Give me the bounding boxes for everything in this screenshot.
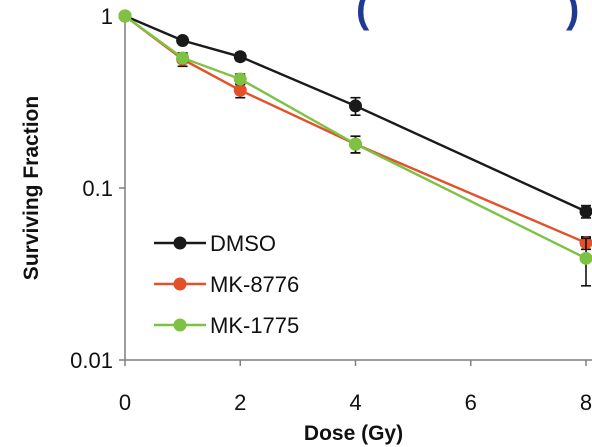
data-point xyxy=(118,9,132,23)
series-mk-8776 xyxy=(118,9,592,251)
series-mk-1775 xyxy=(118,9,592,287)
banner-open-paren: ( xyxy=(356,0,370,31)
data-point xyxy=(233,50,247,64)
tick-labels: 1 0.1 0.010 2 4 6 8 xyxy=(70,4,592,415)
legend-label: DMSO xyxy=(210,231,276,256)
series-group xyxy=(118,9,592,287)
y-tick-label: 0.1 xyxy=(82,176,113,201)
data-point xyxy=(176,51,190,65)
legend-item-dmso: DMSO xyxy=(154,231,276,256)
data-point xyxy=(349,99,362,113)
axes xyxy=(119,12,592,366)
x-tick-label: 2 xyxy=(234,390,246,415)
data-point xyxy=(579,205,592,219)
legend-label: MK-1775 xyxy=(210,313,299,338)
legend-label: MK-8776 xyxy=(210,272,299,297)
data-point xyxy=(349,137,362,151)
legend-item-mk-1775: MK-1775 xyxy=(154,313,299,338)
y-tick-label: 1 xyxy=(101,4,113,29)
x-tick-label: 8 xyxy=(580,390,592,415)
data-point xyxy=(233,83,247,97)
x-axis-title: Dose (Gy) xyxy=(304,422,403,445)
y-tick-label: 0.01 xyxy=(70,348,113,373)
x-tick-label: 6 xyxy=(465,390,477,415)
legend: DMSO MK-8776 MK-1775 xyxy=(154,231,299,338)
legend-marker xyxy=(173,318,187,332)
legend-item-mk-8776: MK-8776 xyxy=(154,272,299,297)
data-point xyxy=(176,34,190,48)
x-tick-label: 0 xyxy=(119,390,131,415)
banner-close-paren: ) xyxy=(566,0,579,31)
series-dmso xyxy=(118,9,592,219)
legend-marker xyxy=(173,277,187,291)
data-point xyxy=(579,251,592,265)
x-tick-label: 4 xyxy=(349,390,361,415)
series-line xyxy=(124,15,587,244)
data-point xyxy=(233,72,247,86)
legend-marker xyxy=(173,236,187,250)
y-axis-title: Surviving Fraction xyxy=(20,96,43,280)
